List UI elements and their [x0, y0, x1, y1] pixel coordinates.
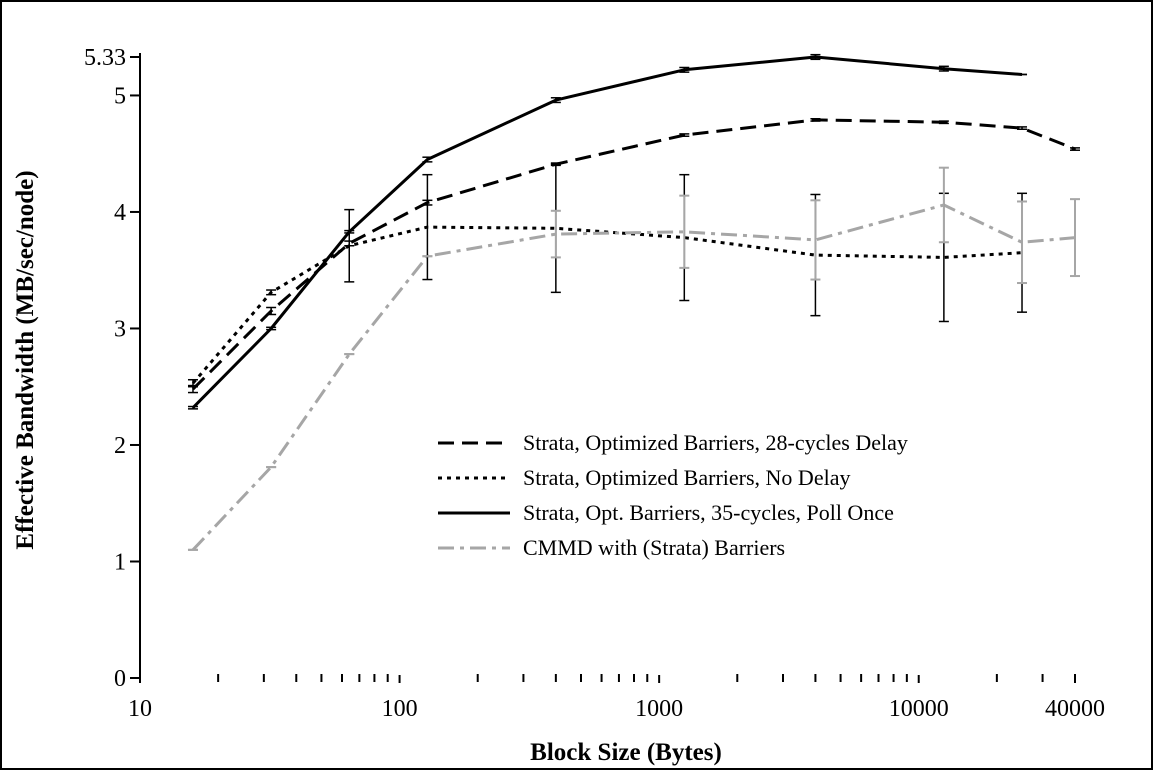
legend-label: Strata, Opt. Barriers, 35-cycles, Poll O…: [523, 500, 894, 525]
y-tick-label: 2: [114, 433, 126, 459]
series-line-1: [191, 118, 1076, 391]
legend-item: Strata, Optimized Barriers, No Delay: [438, 465, 850, 490]
error-bars: [187, 53, 1080, 551]
data-point: [810, 118, 821, 122]
data-point: [938, 120, 949, 125]
data-point: [938, 65, 949, 72]
x-tick-label: 40000: [1045, 696, 1105, 722]
x-tick-label: 10000: [889, 696, 949, 722]
data-point: [344, 208, 355, 283]
legend-item: CMMD with (Strata) Barriers: [438, 535, 785, 560]
y-tick-label: 0: [114, 666, 126, 692]
legend-label: CMMD with (Strata) Barriers: [523, 535, 785, 560]
legend-label: Strata, Optimized Barriers, No Delay: [523, 465, 850, 490]
data-point: [266, 306, 277, 316]
x-axis-title: Block Size (Bytes): [530, 739, 722, 766]
x-tick-label: 100: [382, 696, 418, 722]
legend-item: Strata, Opt. Barriers, 35-cycles, Poll O…: [438, 500, 894, 525]
data-point: [344, 229, 355, 234]
data-point: [266, 289, 277, 296]
series-line-4: [191, 203, 1076, 551]
x-ticks: 10 100 1000 10000 40000: [128, 674, 1105, 722]
data-point: [422, 156, 433, 163]
y-ticks: 0 1 2 3 4 5 5.33: [84, 45, 140, 692]
data-point: [187, 378, 198, 388]
data-point: [810, 53, 821, 61]
y-tick-label: 1: [114, 549, 126, 575]
data-point: [550, 209, 561, 259]
series-line-2: [191, 225, 1023, 385]
data-point: [679, 194, 690, 269]
axes: [132, 53, 141, 679]
x-tick-label: 1000: [635, 696, 683, 722]
data-point: [1070, 198, 1080, 278]
x-tick-label: 10: [128, 696, 152, 722]
legend: Strata, Optimized Barriers, 28-cycles De…: [438, 430, 908, 560]
data-point: [679, 133, 690, 137]
data-point: [679, 66, 690, 73]
legend-label: Strata, Optimized Barriers, 28-cycles De…: [523, 430, 908, 455]
data-point: [1070, 147, 1080, 151]
legend-item: Strata, Optimized Barriers, 28-cycles De…: [438, 430, 908, 455]
data-point: [550, 97, 561, 104]
data-point: [187, 405, 198, 410]
data-point: [1017, 126, 1028, 130]
y-tick-label: 3: [114, 316, 126, 342]
data-point: [422, 173, 433, 281]
data-point: [1017, 200, 1028, 285]
data-point: [266, 326, 277, 331]
data-point: [810, 199, 821, 281]
data-point: [938, 166, 949, 244]
y-tick-label: 4: [114, 200, 126, 226]
y-tick-label: 5.33: [84, 45, 126, 71]
y-tick-label: 5: [114, 83, 126, 109]
y-axis-title: Effective Bandwidth (MB/sec/node): [12, 170, 39, 549]
